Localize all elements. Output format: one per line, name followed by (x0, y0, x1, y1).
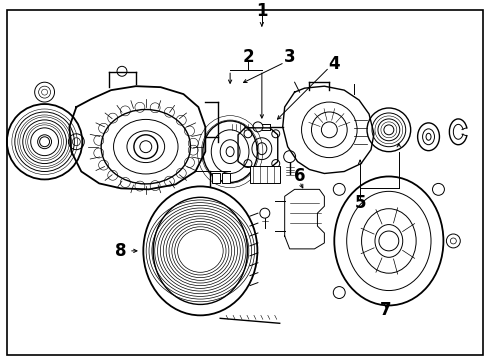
Polygon shape (283, 86, 374, 174)
Text: 4: 4 (328, 55, 340, 73)
Bar (212, 174, 220, 183)
Text: 7: 7 (380, 301, 392, 319)
Ellipse shape (143, 186, 257, 315)
Polygon shape (70, 86, 205, 189)
Text: 1: 1 (256, 2, 268, 20)
Text: 3: 3 (284, 48, 295, 66)
Text: 5: 5 (354, 194, 366, 212)
Bar (250, 166, 280, 183)
Text: 6: 6 (294, 167, 305, 185)
Ellipse shape (334, 176, 443, 305)
Polygon shape (285, 189, 324, 249)
Polygon shape (238, 128, 278, 168)
Bar (222, 174, 230, 183)
Text: 2: 2 (242, 48, 254, 66)
Text: 8: 8 (115, 242, 127, 260)
Circle shape (40, 137, 49, 147)
